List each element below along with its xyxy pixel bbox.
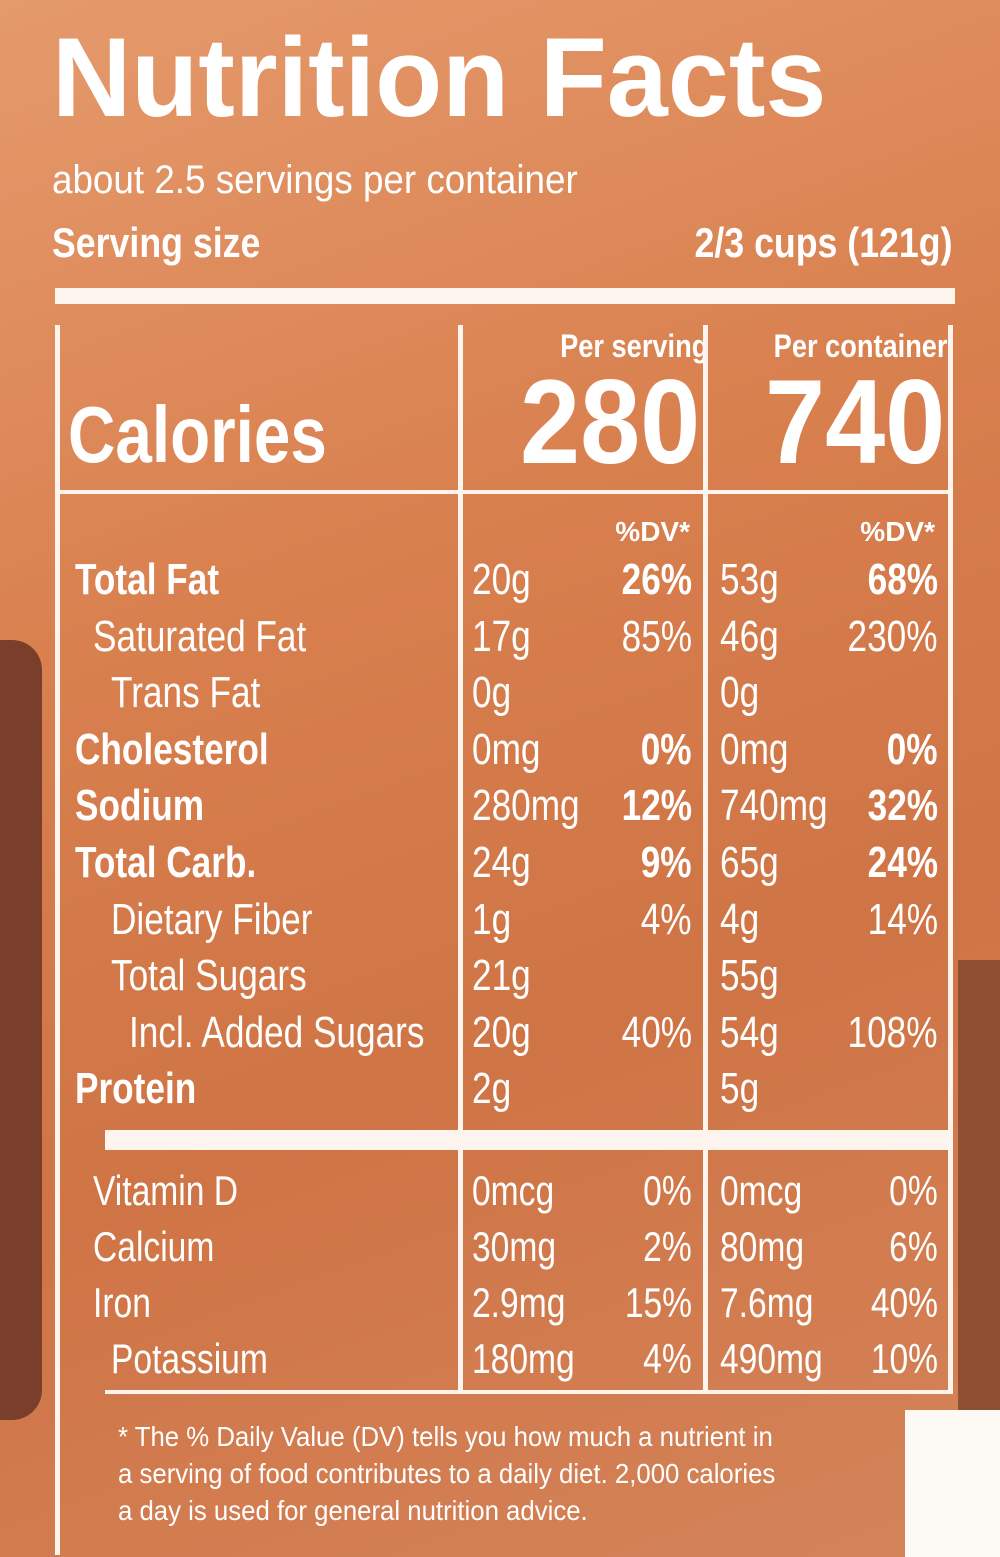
amount: 55g	[720, 951, 779, 1001]
nutrient-label: Potassium	[111, 1335, 268, 1382]
amount: 20g	[472, 1007, 531, 1057]
package-edge	[0, 640, 42, 1420]
rule	[55, 490, 953, 494]
daily-value: 10%	[870, 1335, 938, 1382]
calories-label: Calories	[68, 390, 327, 479]
nutrient-label: Sodium	[75, 781, 205, 831]
amount: 490mg	[720, 1335, 823, 1382]
daily-value: 40%	[621, 1007, 692, 1057]
amount: 0mcg	[720, 1167, 803, 1214]
barcode-area	[905, 1410, 1000, 1557]
frame-line	[458, 325, 463, 1393]
daily-value: 40%	[870, 1279, 938, 1326]
amount: 30mg	[472, 1223, 557, 1270]
nutrient-label: Cholesterol	[75, 724, 269, 774]
daily-value: 0%	[887, 724, 938, 774]
servings-per-container: about 2.5 servings per container	[52, 158, 578, 202]
amount: 24g	[472, 838, 531, 887]
frame-line	[55, 325, 60, 1555]
daily-value: 32%	[867, 781, 938, 831]
daily-value: 15%	[624, 1279, 692, 1326]
amount: 280mg	[472, 781, 580, 831]
amount: 46g	[720, 611, 779, 661]
nutrient-label: Iron	[93, 1279, 151, 1326]
daily-value: 24%	[867, 838, 938, 887]
amount: 7.6mg	[720, 1279, 814, 1326]
amount: 0g	[720, 668, 760, 718]
nutrient-label: Calcium	[93, 1223, 215, 1270]
amount: 17g	[472, 611, 531, 661]
daily-value: 4%	[643, 1335, 692, 1382]
daily-value: 12%	[621, 781, 692, 831]
daily-value: 9%	[641, 838, 692, 887]
amount: 5g	[720, 1064, 760, 1114]
amount: 0mg	[720, 724, 789, 774]
amount: 54g	[720, 1007, 779, 1057]
amount: 65g	[720, 838, 779, 887]
calories-per-serving: 280	[519, 355, 700, 489]
amount: 740mg	[720, 781, 828, 831]
nutrient-label: Trans Fat	[111, 668, 261, 718]
nutrient-label: Incl. Added Sugars	[129, 1007, 425, 1057]
thick-rule	[55, 288, 955, 304]
column-header: Per serving	[559, 328, 708, 364]
daily-value: 230%	[847, 611, 938, 661]
daily-value: 0%	[641, 724, 692, 774]
amount: 0mg	[472, 724, 541, 774]
thick-rule	[105, 1130, 953, 1150]
frame-line	[948, 325, 953, 1393]
amount: 180mg	[472, 1335, 575, 1382]
serving-size-value: 2/3 cups (121g)	[694, 219, 952, 266]
dv-header: %DV*	[615, 516, 690, 547]
daily-value: 2%	[643, 1223, 692, 1270]
package-edge	[958, 960, 1000, 1460]
rule	[105, 1390, 953, 1394]
daily-value: 14%	[867, 894, 938, 944]
amount: 2.9mg	[472, 1279, 566, 1326]
amount: 0mcg	[472, 1167, 555, 1214]
daily-value: 26%	[621, 555, 692, 604]
daily-value: 6%	[889, 1223, 938, 1270]
nutrient-label: Total Sugars	[111, 951, 307, 1001]
nutrient-label: Total Fat	[75, 555, 220, 604]
nutrient-label: Protein	[75, 1064, 197, 1114]
nutrient-label: Dietary Fiber	[111, 894, 313, 944]
frame-line	[703, 325, 708, 1393]
daily-value: 0%	[643, 1167, 692, 1214]
amount: 20g	[472, 555, 531, 604]
amount: 2g	[472, 1064, 512, 1114]
calories-per-container: 740	[764, 355, 945, 489]
amount: 0g	[472, 668, 512, 718]
daily-value: 85%	[621, 611, 692, 661]
daily-value: 4%	[641, 894, 692, 944]
daily-value: 0%	[889, 1167, 938, 1214]
daily-value: 68%	[867, 555, 938, 604]
nutrient-label: Total Carb.	[75, 838, 257, 887]
amount: 4g	[720, 894, 760, 944]
column-header: Per container	[774, 328, 948, 364]
amount: 1g	[472, 894, 512, 944]
title: Nutrition Facts	[52, 15, 827, 140]
dv-header: %DV*	[860, 516, 935, 547]
footnote: * The % Daily Value (DV) tells you how m…	[118, 1421, 776, 1526]
nutrient-label: Saturated Fat	[93, 611, 307, 661]
daily-value: 108%	[847, 1007, 938, 1057]
nutrient-label: Vitamin D	[93, 1167, 239, 1214]
amount: 21g	[472, 951, 531, 1001]
serving-size-label: Serving size	[52, 219, 261, 266]
amount: 80mg	[720, 1223, 805, 1270]
amount: 53g	[720, 555, 779, 604]
